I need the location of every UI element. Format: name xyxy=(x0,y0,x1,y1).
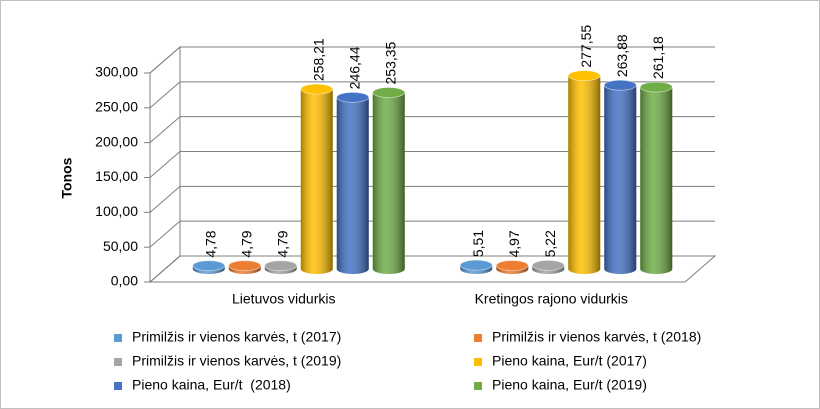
bar-top xyxy=(300,83,334,95)
legend-label: Pieno kaina, Eur/t (2018) xyxy=(132,377,291,393)
legend-marker xyxy=(114,382,122,390)
legend-marker xyxy=(474,358,482,366)
grid-line xyxy=(149,46,715,74)
value-label: 4,78 xyxy=(202,230,218,257)
bar-shade xyxy=(640,87,673,274)
bar-top xyxy=(192,260,226,272)
bar-shade xyxy=(300,89,333,274)
bar-shade xyxy=(532,265,565,274)
y-tick-label: 100,00 xyxy=(95,203,138,219)
bar-shade xyxy=(568,75,601,274)
value-label: 5,51 xyxy=(470,230,486,257)
y-tick-label: 200,00 xyxy=(95,133,138,149)
bar-shade xyxy=(496,265,529,274)
legend-marker xyxy=(114,334,122,342)
value-label: 246,44 xyxy=(346,46,362,89)
bar-top xyxy=(459,259,493,271)
value-label: 258,21 xyxy=(310,38,326,81)
y-tick-label: 250,00 xyxy=(95,99,138,115)
bar-shade xyxy=(192,265,225,274)
y-tick-label: 300,00 xyxy=(95,64,138,80)
bar-top xyxy=(603,79,637,91)
bar-shade xyxy=(604,85,637,274)
legend-marker xyxy=(474,334,482,342)
bar-top xyxy=(372,87,406,98)
bar-top xyxy=(495,260,529,271)
grid-line xyxy=(149,185,715,213)
bar-shade xyxy=(336,97,369,274)
bar-top xyxy=(567,70,601,82)
value-label: 5,22 xyxy=(542,230,558,257)
value-label: 253,35 xyxy=(382,41,398,84)
legend-marker xyxy=(114,358,122,366)
grid-line xyxy=(149,220,715,248)
x-tick-label: Lietuvos vidurkis xyxy=(232,291,336,307)
y-tick-label: 150,00 xyxy=(95,168,138,184)
legend-marker xyxy=(474,382,482,390)
value-label: 261,18 xyxy=(650,36,666,79)
y-tick-label: 0,00 xyxy=(111,273,138,289)
grid-line xyxy=(149,116,715,144)
bar-shade xyxy=(264,265,297,274)
legend-label: Primilžis ir vienos karvės, t (2019) xyxy=(132,353,341,369)
legend-label: Primilžis ir vienos karvės, t (2018) xyxy=(492,329,701,345)
bar-top xyxy=(639,81,673,93)
y-tick-label: 50,00 xyxy=(103,238,138,254)
y-axis-label: Tonos xyxy=(59,157,75,198)
legend-label: Pieno kaina, Eur/t (2017) xyxy=(492,353,647,369)
value-label: 263,88 xyxy=(614,34,630,77)
value-label: 4,79 xyxy=(238,230,254,257)
bar-shade xyxy=(228,265,261,274)
legend-label: Pieno kaina, Eur/t (2019) xyxy=(492,377,647,393)
value-label: 4,79 xyxy=(274,230,290,257)
value-label: 277,55 xyxy=(578,25,594,68)
x-tick-label: Kretingos rajono vidurkis xyxy=(475,291,628,307)
value-label: 4,97 xyxy=(506,230,522,257)
legend-label: Primilžis ir vienos karvės, t (2017) xyxy=(132,329,341,345)
bar-top xyxy=(264,260,298,272)
grid-line xyxy=(149,81,715,109)
bar-shade xyxy=(460,265,493,274)
bar-shade xyxy=(372,92,405,274)
bar-top xyxy=(228,260,262,272)
grid-line xyxy=(149,255,715,283)
bar-top xyxy=(531,259,565,271)
bar-top xyxy=(336,91,370,103)
grid-line xyxy=(149,151,715,178)
